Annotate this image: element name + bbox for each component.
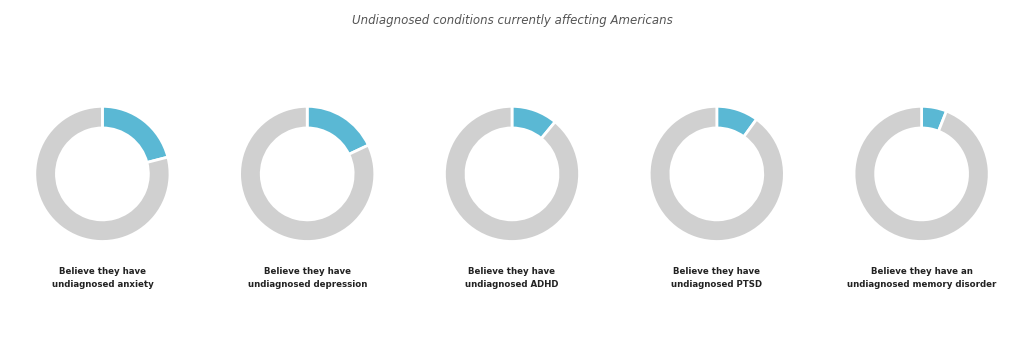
Wedge shape [102,106,168,162]
Text: Believe they have
undiagnosed ADHD: Believe they have undiagnosed ADHD [465,267,559,289]
Wedge shape [240,106,375,241]
Text: Believe they have an
undiagnosed memory disorder: Believe they have an undiagnosed memory … [847,267,996,289]
Text: Undiagnosed conditions currently affecting Americans: Undiagnosed conditions currently affecti… [351,14,673,27]
Text: Believe they have
undiagnosed depression: Believe they have undiagnosed depression [248,267,367,289]
Wedge shape [717,106,757,137]
Text: Believe they have
undiagnosed anxiety: Believe they have undiagnosed anxiety [51,267,154,289]
Wedge shape [922,106,946,131]
Wedge shape [444,106,580,241]
Wedge shape [307,106,369,154]
Wedge shape [35,106,170,241]
Wedge shape [854,106,989,241]
Wedge shape [649,106,784,241]
Wedge shape [512,106,555,138]
Text: Believe they have
undiagnosed PTSD: Believe they have undiagnosed PTSD [672,267,762,289]
